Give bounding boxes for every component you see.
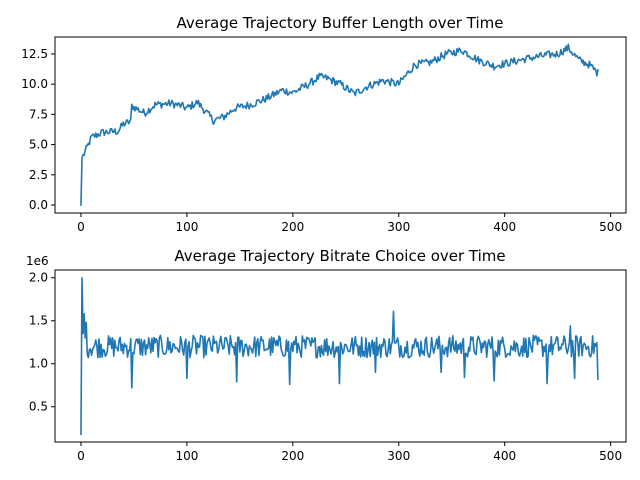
x-tick-label: 400 [493, 220, 516, 234]
x-tick-label: 0 [77, 449, 85, 463]
bitrate-choice-subplot: Average Trajectory Bitrate Choice over T… [26, 247, 627, 463]
series-line [80, 276, 599, 436]
chart-title: Average Trajectory Buffer Length over Ti… [177, 14, 504, 32]
series-line [80, 43, 599, 206]
y-axis: 0.0 2.5 5.0 7.5 10.0 12.5 [21, 47, 55, 212]
y-tick-label: 7.5 [29, 107, 48, 121]
x-tick-label: 500 [599, 449, 622, 463]
y-tick-label: 0.5 [29, 400, 48, 414]
y-tick-label: 5.0 [29, 138, 48, 152]
axes-frame [54, 269, 627, 443]
x-tick-label: 300 [387, 449, 410, 463]
x-axis: 0 100 200 300 400 500 [77, 213, 622, 234]
chart-title: Average Trajectory Bitrate Choice over T… [174, 247, 505, 265]
buffer-length-subplot: Average Trajectory Buffer Length over Ti… [21, 14, 627, 234]
x-tick-label: 100 [175, 220, 198, 234]
x-tick-label: 100 [175, 449, 198, 463]
y-tick-label: 2.0 [29, 271, 48, 285]
y-axis: 0.5 1.0 1.5 2.0 [29, 271, 55, 414]
x-tick-label: 200 [281, 220, 304, 234]
x-tick-label: 0 [77, 220, 85, 234]
y-tick-label: 1.5 [29, 314, 48, 328]
y-tick-label: 1.0 [29, 357, 48, 371]
x-tick-label: 400 [493, 449, 516, 463]
x-tick-label: 300 [387, 220, 410, 234]
y-tick-label: 2.5 [29, 168, 48, 182]
x-axis: 0 100 200 300 400 500 [77, 442, 622, 463]
axes-frame [54, 36, 627, 214]
y-tick-label: 0.0 [29, 198, 48, 212]
x-tick-label: 500 [599, 220, 622, 234]
y-axis-offset-label: 1e6 [26, 254, 49, 268]
y-tick-label: 10.0 [21, 77, 48, 91]
plot-area [80, 43, 599, 206]
x-tick-label: 200 [281, 449, 304, 463]
y-tick-label: 12.5 [21, 47, 48, 61]
plot-area [80, 276, 599, 436]
